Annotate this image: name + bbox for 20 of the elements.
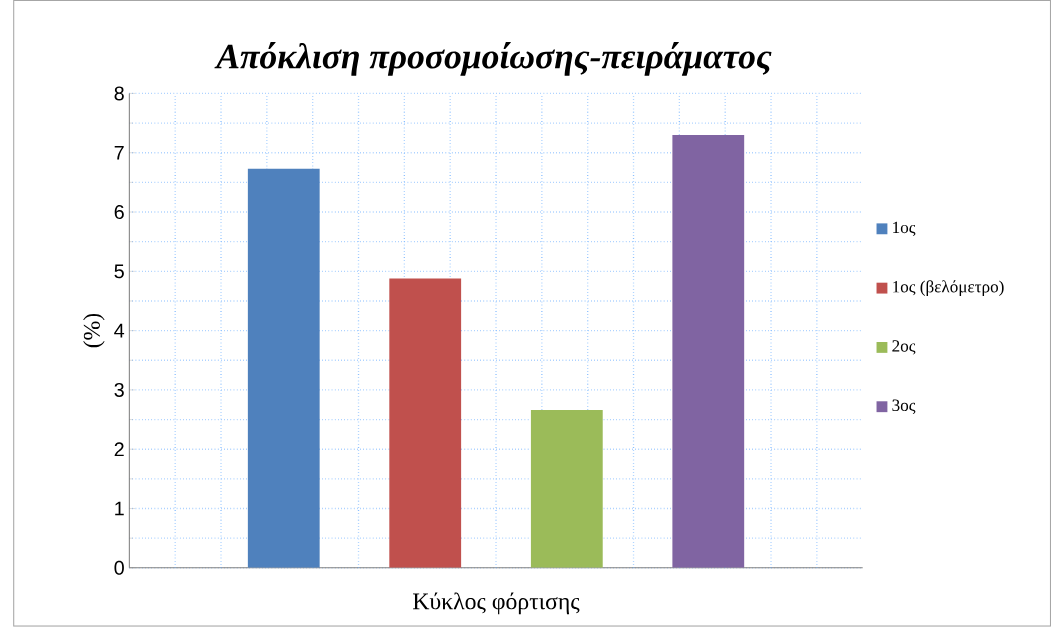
- chart-title: Απόκλιση προσομοίωσης-πειράματος: [214, 42, 772, 76]
- legend-label: 1ος (βελόμετρο): [893, 280, 1004, 297]
- y-tick-label: 5: [114, 264, 124, 279]
- bar: [247, 168, 320, 568]
- x-axis-title: Κύκλος φόρτισης: [413, 592, 580, 615]
- y-tick-label: 3: [114, 383, 124, 398]
- y-axis-title: (%): [83, 314, 105, 348]
- y-tick-label: 2: [114, 442, 124, 457]
- bar: [389, 278, 462, 568]
- y-tick-label: 8: [114, 86, 124, 101]
- y-tick-label: 1: [115, 501, 124, 516]
- bar: [530, 410, 603, 568]
- legend-label: 2ος: [892, 340, 916, 355]
- bar: [672, 135, 745, 568]
- y-tick-label: 7: [114, 146, 124, 160]
- legend-label: 3ος: [892, 399, 916, 415]
- y-tick-label: 0: [114, 560, 124, 575]
- y-tick-label: 6: [114, 205, 124, 220]
- legend-label: 1ος: [893, 221, 916, 237]
- y-tick-label: 4: [114, 323, 125, 338]
